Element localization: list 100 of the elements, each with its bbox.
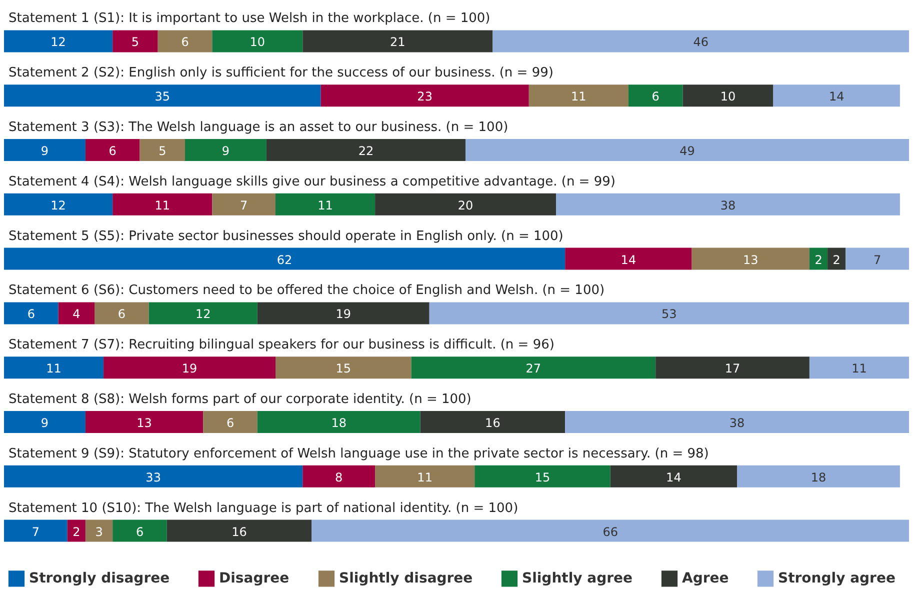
data-label: 9	[40, 144, 49, 158]
data-label: 11	[318, 198, 333, 212]
bar	[85, 139, 140, 161]
bar	[375, 193, 556, 216]
legend-label: Slightly agree	[522, 570, 633, 587]
bar	[166, 520, 312, 542]
bar	[809, 248, 828, 270]
data-label: 18	[810, 470, 826, 484]
legend-label: Agree	[682, 570, 729, 587]
bar	[737, 465, 900, 488]
bar	[266, 139, 466, 161]
legend-label: Strongly disagree	[29, 570, 170, 587]
bar	[4, 30, 113, 52]
data-label: 9	[40, 416, 49, 430]
data-label: 3	[95, 524, 103, 539]
bar	[628, 84, 683, 107]
data-label: 53	[662, 307, 677, 322]
data-label: 21	[390, 35, 406, 50]
bar	[85, 520, 113, 542]
legend-label: Strongly agree	[778, 570, 896, 587]
data-label: 16	[232, 524, 247, 539]
bar	[565, 411, 909, 433]
bar	[411, 356, 656, 379]
y-tick-label: Statement 1 (S1): It is important to use Welsh in the workplace. (n = 100)	[8, 11, 490, 26]
data-label: 2	[72, 524, 80, 539]
data-label: 10	[250, 35, 266, 50]
data-label: 6	[226, 416, 234, 430]
data-label: 35	[154, 90, 170, 104]
bar	[528, 84, 628, 107]
bar	[212, 193, 276, 216]
bar	[112, 520, 167, 542]
bar	[4, 411, 86, 433]
bar	[474, 465, 610, 488]
data-label: 2	[832, 252, 840, 267]
bar	[4, 84, 321, 107]
bar	[556, 193, 900, 216]
bar	[4, 248, 566, 270]
bar	[104, 356, 276, 379]
data-label: 11	[417, 470, 432, 484]
bar	[420, 411, 566, 433]
data-label: 11	[154, 198, 170, 212]
data-label: 12	[50, 198, 66, 212]
data-label: 17	[724, 362, 740, 376]
data-label: 19	[336, 307, 352, 322]
data-label: 49	[680, 144, 695, 158]
data-label: 7	[240, 198, 248, 212]
bar	[4, 356, 104, 379]
data-label: 27	[526, 362, 542, 376]
data-label: 9	[222, 144, 230, 158]
y-tick-label: Statement 9 (S9): Statutory enforcement of Welsh language use in the private sector is necessary. (n = 98)	[8, 446, 709, 462]
bar	[429, 302, 909, 324]
y-tick-label: Statement 6 (S6): Customers need to be offered the choice of English and Welsh. (n = 100)	[8, 283, 605, 298]
bar	[276, 356, 412, 379]
bar	[682, 84, 774, 107]
data-label: 13	[136, 416, 152, 430]
data-label: 7	[32, 524, 40, 539]
bar	[565, 248, 692, 270]
bar	[809, 356, 909, 379]
y-tick-label: Statement 5 (S5): Private sector businesses should operate in English only. (n = 100)	[8, 228, 564, 244]
bar	[302, 30, 493, 52]
data-label: 11	[571, 90, 586, 104]
data-label: 7	[874, 252, 882, 267]
bar	[112, 193, 212, 216]
bar	[148, 302, 258, 324]
data-label: 46	[693, 35, 708, 50]
data-label: 6	[181, 35, 189, 50]
data-label: 14	[666, 470, 682, 484]
data-label: 66	[602, 524, 618, 539]
bar	[112, 30, 158, 52]
data-label: 23	[417, 90, 432, 104]
data-label: 4	[72, 307, 80, 322]
data-label: 6	[108, 144, 116, 158]
data-label: 6	[136, 524, 144, 539]
bar	[58, 302, 94, 324]
bar	[828, 248, 846, 270]
data-label: 33	[146, 470, 161, 484]
data-label: 16	[485, 416, 500, 430]
bar	[257, 302, 430, 324]
data-label: 14	[828, 90, 844, 104]
data-label: 38	[729, 416, 745, 430]
data-label: 8	[335, 470, 343, 484]
bar	[375, 465, 475, 488]
bar	[276, 193, 376, 216]
y-tick-label: Statement 8 (S8): Welsh forms part of our corporate identity. (n = 100)	[8, 392, 472, 407]
bar	[4, 520, 68, 542]
y-tick-label: Statement 4 (S4): Welsh language skills give our business a competitive advantage. (n = 99)	[8, 174, 616, 190]
data-label: 11	[46, 362, 62, 376]
bar	[94, 302, 149, 324]
bar	[158, 30, 212, 52]
data-label: 18	[331, 416, 346, 430]
legend-label: Disagree	[219, 570, 290, 587]
bar	[466, 139, 909, 161]
legend-label: Slightly disagree	[339, 570, 473, 587]
data-label: 14	[620, 252, 636, 267]
bar	[320, 84, 529, 107]
data-label: 22	[358, 144, 374, 158]
data-label: 15	[534, 470, 550, 484]
bar	[203, 411, 258, 433]
data-label: 12	[50, 35, 66, 50]
y-tick-label: Statement 3 (S3): The Welsh language is an asset to our business. (n = 100)	[8, 120, 508, 135]
